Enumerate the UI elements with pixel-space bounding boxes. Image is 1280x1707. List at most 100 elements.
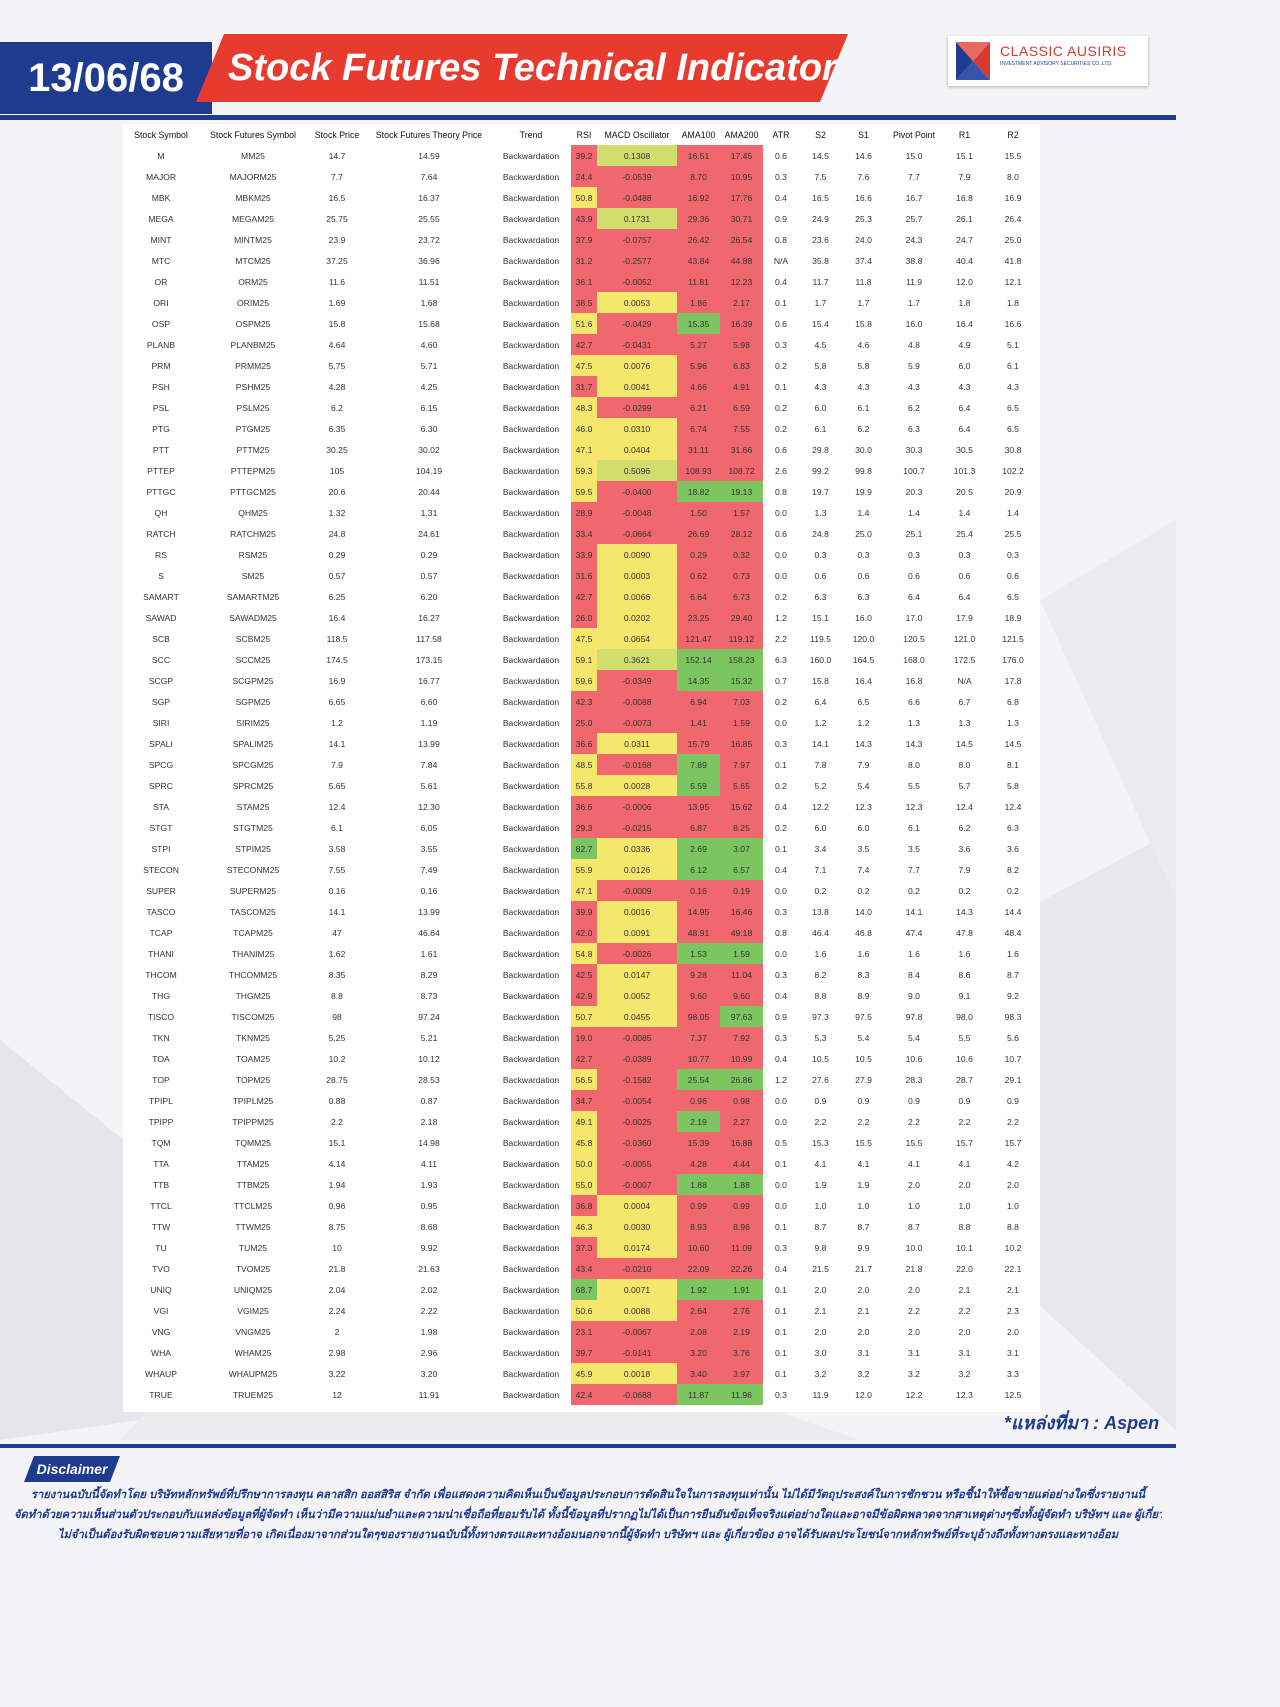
table-cell: 1.94 bbox=[328, 1179, 346, 1190]
table-cell: Backwardation bbox=[502, 591, 560, 602]
table-cell: 13.8 bbox=[812, 906, 829, 917]
table-cell: 14.98 bbox=[418, 1137, 440, 1148]
table-cell: Backwardation bbox=[502, 738, 560, 749]
table-cell: 97.3 bbox=[812, 1011, 829, 1022]
table-cell: 0.0126 bbox=[597, 859, 677, 880]
table-cell: 6.73 bbox=[720, 586, 763, 607]
table-cell: 0.3 bbox=[775, 738, 787, 749]
table-cell: 26.0 bbox=[571, 607, 597, 628]
table-cell: 16.0 bbox=[855, 612, 872, 623]
table-cell: 16.4 bbox=[855, 675, 872, 686]
table-cell: 2.0 bbox=[908, 1326, 920, 1337]
table-cell: 5.65 bbox=[328, 780, 346, 791]
table-cell: 0.4 bbox=[775, 192, 787, 203]
table-cell: 4.44 bbox=[720, 1153, 763, 1174]
table-cell: 1.9 bbox=[857, 1179, 870, 1190]
table-cell: 11.09 bbox=[720, 1237, 763, 1258]
table-cell: 59.5 bbox=[571, 481, 597, 502]
table-cell: Backwardation bbox=[502, 255, 560, 266]
table-row: THCOM THCOMM25 8.35 8.29 Backwardation 42.5 0.… bbox=[123, 964, 1040, 985]
table-cell: 15.32 bbox=[720, 670, 763, 691]
table-cell: TOP bbox=[152, 1074, 170, 1085]
table-cell: 26.69 bbox=[677, 523, 720, 544]
table-cell: 4.91 bbox=[720, 376, 763, 397]
table-cell: 8.35 bbox=[328, 969, 346, 980]
table-cell: 47.5 bbox=[571, 355, 597, 376]
table-cell: 0.6 bbox=[857, 570, 870, 581]
table-cell: 33.4 bbox=[571, 523, 597, 544]
table-cell: 6.21 bbox=[677, 397, 720, 418]
table-cell: 12.0 bbox=[855, 1389, 872, 1400]
table-cell: 2.17 bbox=[720, 292, 763, 313]
table-cell: 12.2 bbox=[812, 801, 829, 812]
table-cell: 0.9 bbox=[814, 1095, 827, 1106]
table-cell: 56.5 bbox=[571, 1069, 597, 1090]
table-cell: ORIM25 bbox=[237, 297, 269, 308]
table-cell: 25.3 bbox=[855, 213, 872, 224]
table-cell: OSPM25 bbox=[235, 318, 271, 329]
table-cell: 6.3 bbox=[908, 423, 920, 434]
table-cell: 82.7 bbox=[571, 838, 597, 859]
table-cell: 15.62 bbox=[720, 796, 763, 817]
table-cell: 0.5096 bbox=[597, 460, 677, 481]
table-cell: 16.9 bbox=[328, 675, 346, 686]
table-cell: 0.2 bbox=[775, 822, 787, 833]
table-cell: 28.53 bbox=[418, 1074, 440, 1085]
table-cell: 8.8 bbox=[331, 990, 343, 1001]
table-cell: 3.2 bbox=[857, 1368, 870, 1379]
table-cell: 0.0 bbox=[775, 507, 787, 518]
table-cell: 5.96 bbox=[677, 355, 720, 376]
table-cell: 12.4 bbox=[328, 801, 346, 812]
table-cell: 7.55 bbox=[328, 864, 346, 875]
table-cell: 15.5 bbox=[1004, 150, 1022, 161]
table-cell: 2.3 bbox=[1007, 1305, 1019, 1316]
table-cell: 4.28 bbox=[677, 1153, 720, 1174]
table-row: PLANB PLANBM25 4.64 4.60 Backwardation 42.7 -0… bbox=[123, 334, 1040, 355]
table-cell: -0.0349 bbox=[597, 670, 677, 691]
table-cell: PTTGCM25 bbox=[230, 486, 276, 497]
table-cell: 1.3 bbox=[814, 507, 827, 518]
table-cell: 1.31 bbox=[420, 507, 438, 518]
table-cell: 0.0 bbox=[775, 1095, 787, 1106]
table-cell: 104.19 bbox=[415, 465, 443, 476]
table-cell: 15.3 bbox=[812, 1137, 829, 1148]
table-cell: 15.0 bbox=[905, 150, 923, 161]
table-cell: 9.2 bbox=[1007, 990, 1019, 1001]
table-cell: 26.42 bbox=[677, 229, 720, 250]
table-cell: SCC bbox=[151, 654, 171, 665]
table-cell: 0.0091 bbox=[597, 922, 677, 943]
data-source: *แหล่งที่มา : Aspen bbox=[1004, 1413, 1160, 1433]
table-cell: 55.9 bbox=[571, 859, 597, 880]
table-cell: -0.2577 bbox=[597, 250, 677, 271]
table-cell: 4.2 bbox=[1007, 1158, 1019, 1169]
table-cell: MAJORM25 bbox=[229, 171, 277, 182]
table-cell: 30.0 bbox=[855, 444, 872, 455]
table-cell: THG bbox=[151, 990, 171, 1001]
table-cell: TKNM25 bbox=[236, 1032, 270, 1043]
table-cell: 12.23 bbox=[720, 271, 763, 292]
table-cell: 29.36 bbox=[677, 208, 720, 229]
table-row: VGI VGIM25 2.24 2.22 Backwardation 50.6 0.0088… bbox=[123, 1300, 1040, 1321]
table-cell: 1.7 bbox=[814, 297, 827, 308]
table-cell: Backwardation bbox=[502, 1158, 560, 1169]
table-cell: 1.61 bbox=[420, 948, 438, 959]
table-cell: TPIPL bbox=[149, 1095, 173, 1106]
table-cell: 120.0 bbox=[852, 633, 875, 644]
table-cell: Backwardation bbox=[502, 612, 560, 623]
table-row: RS RSM25 0.29 0.29 Backwardation 33.9 0.0090 0.… bbox=[123, 544, 1040, 565]
table-cell: 4.6 bbox=[857, 339, 870, 350]
logo-company-subtitle: INVESTMENT ADVISORY SECURITIES CO.,LTD. bbox=[1000, 61, 1113, 67]
table-row: M MM25 14.7 14.59 Backwardation 39.2 0.1308 16.… bbox=[123, 145, 1040, 166]
table-cell: 5.9 bbox=[908, 360, 920, 371]
table-cell: Backwardation bbox=[502, 1263, 560, 1274]
table-cell: 20.6 bbox=[328, 486, 346, 497]
table-cell: Backwardation bbox=[502, 465, 560, 476]
table-cell: MAJOR bbox=[145, 171, 177, 182]
table-cell: 5.8 bbox=[814, 360, 827, 371]
column-header: R1 bbox=[958, 129, 971, 140]
table-cell: 2.0 bbox=[814, 1284, 827, 1295]
table-row: MINT MINTM25 23.9 23.72 Backwardation 37.9 -0.… bbox=[123, 229, 1040, 250]
table-cell: 14.3 bbox=[905, 738, 923, 749]
table-cell: TCAPM25 bbox=[233, 927, 273, 938]
table-cell: QH bbox=[154, 507, 168, 518]
